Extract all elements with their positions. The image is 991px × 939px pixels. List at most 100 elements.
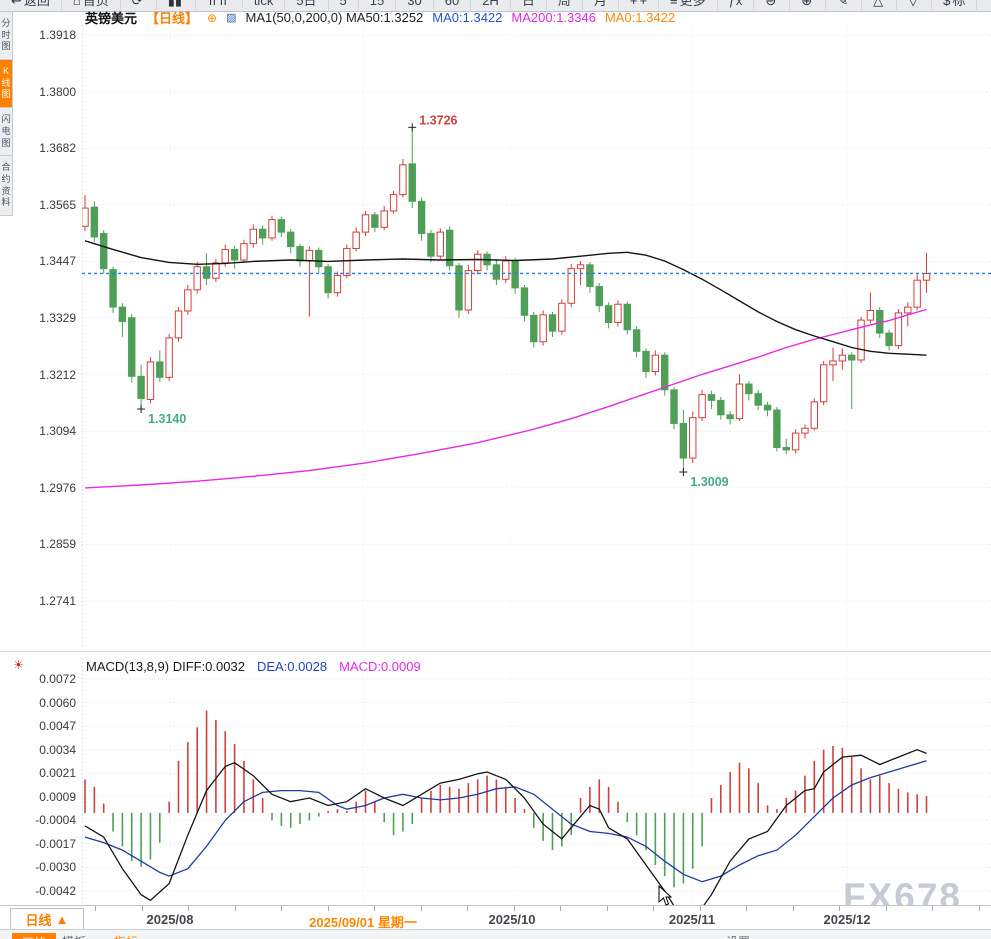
axis-tick-label: 1.2741 [39, 594, 76, 608]
x-axis-tick [885, 906, 887, 911]
ma0-blue-value: MA0:1.3422 [432, 10, 503, 25]
axis-tick-label: 1.3682 [39, 141, 76, 156]
axis-tick-label: 1.3212 [39, 367, 76, 382]
x-axis-tick [560, 906, 561, 911]
toolbar-period-5-button[interactable]: 5 [329, 0, 359, 10]
x-axis-tick [978, 906, 980, 911]
markers-icon: ⇈⇈ [207, 0, 229, 8]
toolbar-period-30-button[interactable]: 30 [396, 0, 434, 10]
x-axis-tick [188, 906, 189, 911]
toolbar-more-icon[interactable]: ≡ 更多 [659, 0, 718, 10]
toolbar-triangle-down-icon[interactable]: ▽ [897, 0, 933, 10]
x-axis-tick [699, 906, 701, 911]
draw-icon: ✎ [837, 0, 849, 8]
date-label: 2025/10 [488, 912, 536, 927]
axis-tick-label: 1.3447 [39, 254, 76, 269]
axis-tick-label: 0.0060 [39, 695, 76, 710]
x-axis-tick [792, 906, 794, 911]
more-icon: ≡ [670, 0, 678, 8]
chart-type-sidebar: 分时图 K线图 闪电图 合约资料 [0, 12, 13, 216]
axis-tick-label: -0.0030 [35, 860, 76, 875]
indicator-settings-icon[interactable]: ☀ [13, 658, 24, 672]
toolbar-period-day-button[interactable]: 日 [511, 0, 547, 10]
sidebar-tab-item[interactable]: 分时图 [0, 12, 12, 61]
ma0-orange-value: MA0:1.3422 [604, 10, 676, 25]
back-icon: ↩ [11, 0, 22, 8]
toolbar-period-60-button[interactable]: 60 [434, 0, 472, 10]
price-annotation: 1.3726 [419, 113, 457, 127]
toolbar-add-icon[interactable]: + + [619, 0, 660, 10]
toolbar-period-5d-button[interactable]: 5日 [285, 0, 329, 10]
axis-tick-label: 1.3329 [39, 311, 76, 325]
dollar-icon: $ [943, 0, 951, 8]
macd-header: MACD(13,8,9) DIFF:0.0032 DEA:0.0028 MACD… [86, 659, 421, 674]
toolbar-chart-bars-icon[interactable]: ▮▮ [157, 0, 197, 10]
macd-chart[interactable] [82, 658, 991, 905]
toolbar-period-week-button[interactable]: 周 [547, 0, 583, 10]
sidebar-tab-item[interactable]: 闪电图 [0, 108, 12, 157]
add-indicator-icon[interactable]: ⊕ [207, 10, 218, 25]
date-label-highlighted: 2025/09/01 星期一 [309, 915, 417, 930]
refresh-icon: ⟳ [131, 0, 143, 8]
bottom-tab[interactable]: 模板 [62, 933, 86, 939]
axis-tick-label: -0.0017 [35, 836, 76, 851]
bottom-tab[interactable]: 设置 [726, 933, 750, 939]
toolbar-dollar-icon[interactable]: $ 标 [932, 0, 978, 10]
x-axis-tick [513, 906, 515, 911]
bottom-tab[interactable]: 指标 [114, 933, 138, 939]
toolbar-period-2h-button[interactable]: 2H [471, 0, 511, 10]
price-annotation: 1.3009 [690, 475, 728, 489]
chart-header: 英镑美元 【日线】 ⊕ ▨ MA1(50,0,200,0) MA50:1.325… [85, 10, 676, 26]
zoom-out-icon: ⊖ [765, 0, 777, 8]
axis-tick-label: 0.0047 [39, 719, 76, 734]
x-axis-tick [606, 906, 608, 911]
x-axis-tick [653, 906, 654, 911]
bottom-tab[interactable]: 画线 [12, 933, 57, 939]
axis-tick-label: -0.0004 [35, 813, 76, 828]
macd-title: MACD(13,8,9) DIFF:0.0032 [86, 659, 245, 674]
top-toolbar: ↩ 返回 ⌂ 首页 ⟳ ▮▮ ⇈⇈ tick 5日 5 15 30 60 2H 日周月 + + ≡ 更多 ƒx ⊖ ⊕ ✎ △… [0, 0, 991, 12]
home-icon: ⌂ [72, 0, 81, 8]
triangle-down-icon: ▽ [908, 0, 919, 8]
toolbar-zoom-in-icon[interactable]: ⊕ [790, 0, 827, 10]
candlestick-chart[interactable]: 1.3726 1.3140 1.3009 [82, 25, 991, 648]
toolbar-fx-button[interactable]: ƒx [718, 0, 755, 10]
axis-tick-label: 1.3800 [39, 84, 76, 99]
x-axis-tick [281, 906, 282, 911]
sidebar-tab-active[interactable]: K线图 [0, 60, 12, 109]
toolbar-tick-button[interactable]: tick [243, 0, 286, 10]
mouse-cursor [658, 885, 673, 906]
toolbar-triangle-up-icon[interactable]: △ [862, 0, 898, 10]
axis-tick-label: -0.0042 [35, 884, 76, 899]
period-selector[interactable]: 日线 ▲ [10, 908, 84, 931]
x-axis-tick [141, 906, 143, 911]
period-selector-label: 日线 [25, 913, 52, 928]
bottom-toolbar: 画线模板 指标 设置 [0, 929, 991, 939]
x-axis-tick [467, 906, 468, 911]
toolbar-draw-icon[interactable]: ✎ [826, 0, 863, 10]
add-icon: + [629, 0, 638, 8]
toolbar-home-icon[interactable]: ⌂ 首页 [62, 0, 121, 10]
ma200-value: MA200:1.3346 [511, 10, 596, 25]
axis-tick-label: 1.3565 [39, 197, 76, 212]
zoom-in-icon: ⊕ [801, 0, 813, 8]
toolbar-zoom-out-icon[interactable]: ⊖ [754, 0, 791, 10]
triangle-up-icon: △ [873, 0, 884, 8]
x-axis-tick [746, 906, 747, 911]
x-axis-tick [374, 906, 375, 911]
toolbar-refresh-icon[interactable]: ⟳ [121, 0, 157, 10]
price-annotation: 1.3140 [148, 412, 186, 426]
chart-bars-icon: ▮▮ [167, 0, 183, 8]
period-label: 【日线】 [146, 11, 199, 26]
toolbar-period-month-button[interactable]: 月 [583, 0, 619, 10]
date-label: 2025/08 [146, 912, 194, 927]
axis-tick-label: 0.0021 [39, 766, 76, 781]
mini-chart-icon[interactable]: ▨ [226, 12, 237, 24]
toolbar-back-icon[interactable]: ↩ 返回 [0, 0, 62, 10]
panel-separator [0, 651, 991, 652]
sidebar-tab-item[interactable]: 合约资料 [0, 156, 12, 216]
toolbar-markers-icon[interactable]: ⇈⇈ [196, 0, 243, 10]
toolbar-period-15-button[interactable]: 15 [359, 0, 397, 10]
date-label: 2025/12 [823, 912, 871, 927]
